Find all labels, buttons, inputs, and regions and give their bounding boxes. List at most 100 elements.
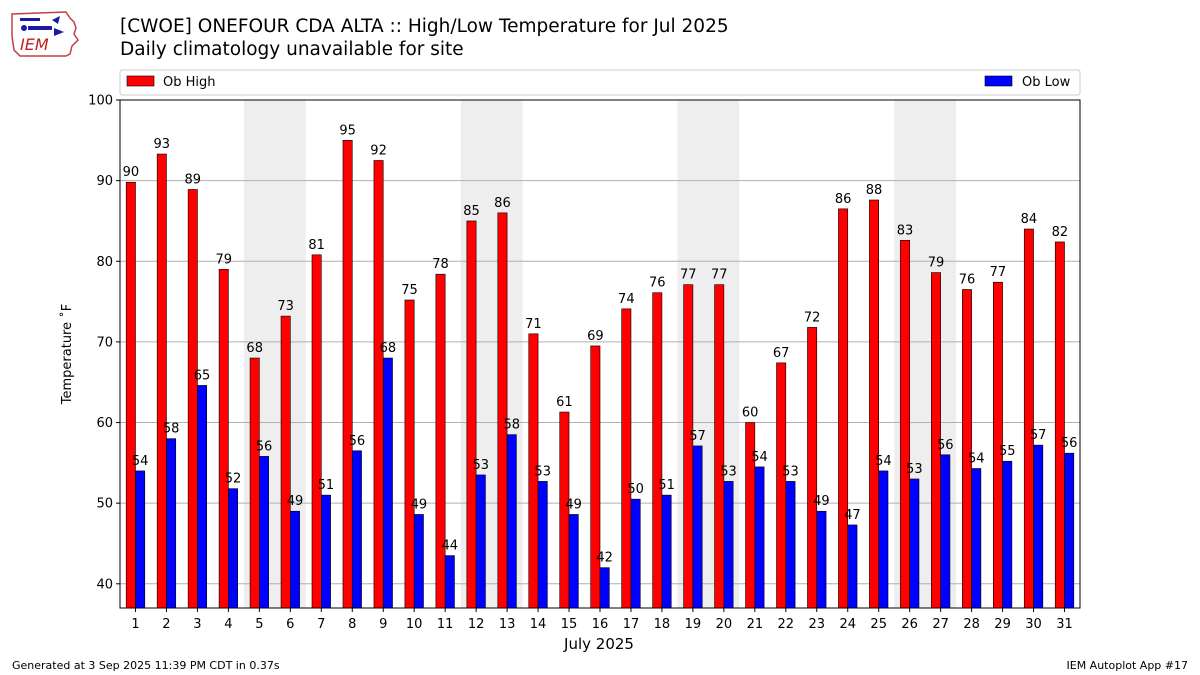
weekend-band-5 [243, 100, 275, 608]
bar-high-4 [218, 269, 229, 609]
plot-frame [119, 99, 1081, 609]
value-label-high-20: 77 [711, 268, 728, 283]
value-label-high-1: 90 [123, 165, 140, 180]
value-label-low-9: 68 [380, 341, 397, 356]
bar-high-16 [590, 345, 601, 609]
bar-high-13 [497, 212, 508, 609]
value-label-low-18: 51 [658, 478, 675, 493]
value-label-low-25: 54 [875, 454, 892, 469]
x-tick-label-8: 8 [348, 617, 356, 632]
value-label-low-30: 57 [1030, 428, 1047, 443]
bar-high-7 [311, 254, 322, 609]
value-label-high-15: 61 [556, 395, 573, 410]
bar-low-17 [630, 498, 641, 609]
bar-high-31 [1054, 241, 1065, 609]
bar-high-19 [683, 284, 694, 609]
x-tick-label-1: 1 [131, 617, 139, 632]
x-tick-label-3: 3 [193, 617, 201, 632]
bar-high-23 [807, 327, 818, 609]
value-label-high-29: 77 [990, 265, 1007, 280]
bar-low-31 [1064, 452, 1075, 609]
value-label-high-9: 92 [370, 143, 387, 158]
bar-low-8 [351, 450, 362, 609]
bar-high-18 [652, 292, 663, 609]
x-tick-label-10: 10 [406, 617, 423, 632]
bar-high-29 [992, 281, 1003, 609]
x-tick-label-15: 15 [561, 617, 578, 632]
bar-low-22 [785, 481, 796, 609]
bar-high-30 [1023, 228, 1034, 609]
x-tick-label-22: 22 [778, 617, 795, 632]
bar-low-19 [692, 445, 703, 609]
value-label-low-31: 56 [1061, 436, 1078, 451]
value-label-low-14: 53 [534, 464, 551, 479]
value-label-low-15: 49 [565, 497, 582, 512]
value-label-low-10: 49 [411, 497, 428, 512]
legend-label-high: Ob High [163, 75, 216, 90]
x-tick-label-6: 6 [286, 617, 294, 632]
bar-low-13 [506, 434, 517, 609]
bar-high-11 [435, 273, 446, 609]
bar-high-24 [838, 208, 849, 609]
x-tick-label-26: 26 [901, 617, 918, 632]
bar-low-28 [971, 468, 982, 609]
bar-low-15 [568, 514, 579, 609]
weekend-band-12 [460, 100, 492, 608]
value-label-high-24: 86 [835, 192, 852, 207]
weekend-band-6 [274, 100, 306, 608]
value-label-low-5: 56 [256, 439, 273, 454]
bar-low-1 [135, 470, 146, 609]
value-label-high-6: 73 [277, 299, 294, 314]
x-tick-label-13: 13 [499, 617, 516, 632]
value-label-low-2: 58 [163, 422, 180, 437]
legend-label-low: Ob Low [1022, 75, 1071, 90]
x-tick-label-29: 29 [994, 617, 1011, 632]
weekend-band-19 [677, 100, 709, 608]
bar-low-24 [847, 524, 858, 609]
bar-high-2 [156, 153, 167, 609]
x-tick-label-9: 9 [379, 617, 387, 632]
value-label-low-26: 53 [906, 462, 923, 477]
weekend-band-27 [925, 100, 957, 608]
bar-high-10 [404, 299, 415, 609]
bar-low-12 [475, 474, 486, 609]
bar-high-21 [745, 422, 756, 609]
value-label-low-7: 51 [318, 478, 335, 493]
bar-low-2 [166, 438, 177, 609]
bar-low-10 [413, 514, 424, 609]
x-tick-label-25: 25 [870, 617, 887, 632]
legend-swatch-high [126, 75, 155, 87]
y-tick-label-60: 60 [96, 416, 113, 431]
bar-high-14 [528, 333, 539, 609]
bar-high-25 [869, 199, 880, 609]
bar-low-11 [444, 555, 455, 609]
value-label-high-28: 76 [959, 272, 976, 287]
bar-high-27 [931, 272, 941, 609]
bar-low-21 [754, 466, 765, 609]
value-label-low-11: 44 [442, 539, 459, 554]
x-tick-label-21: 21 [747, 617, 764, 632]
y-tick-label-70: 70 [96, 335, 113, 350]
bar-low-18 [661, 494, 672, 609]
footer-app: IEM Autoplot App #17 [1066, 659, 1189, 672]
bar-low-30 [1033, 444, 1044, 609]
x-tick-label-5: 5 [255, 617, 263, 632]
y-axis-label: Temperature ˚F [59, 304, 75, 405]
bar-low-4 [228, 488, 238, 609]
value-label-high-18: 76 [649, 276, 666, 291]
y-tick-label-50: 50 [96, 497, 113, 512]
value-label-low-27: 56 [937, 438, 954, 453]
value-label-high-10: 75 [401, 283, 418, 298]
x-tick-label-12: 12 [468, 617, 485, 632]
bar-low-27 [940, 454, 951, 609]
bar-high-26 [900, 240, 910, 609]
value-label-high-8: 95 [339, 123, 356, 138]
bar-high-9 [373, 160, 384, 609]
bar-low-7 [320, 494, 331, 609]
x-axis-label: July 2025 [563, 635, 634, 653]
bar-low-29 [1002, 460, 1013, 609]
value-label-low-6: 49 [287, 494, 304, 509]
x-tick-label-20: 20 [716, 617, 733, 632]
value-label-low-17: 50 [627, 482, 644, 497]
